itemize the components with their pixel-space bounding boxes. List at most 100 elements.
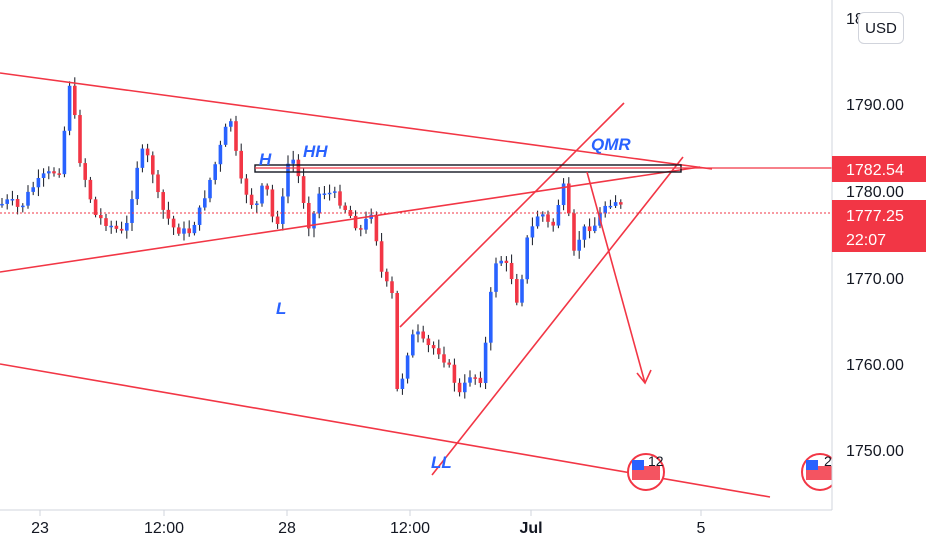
price-tick: 1750.00 xyxy=(846,443,904,460)
rising-channel-lower-line xyxy=(431,156,684,476)
candle-body xyxy=(593,225,597,232)
candle-body xyxy=(0,203,4,206)
candle-body xyxy=(192,224,197,234)
candle-body xyxy=(255,203,259,205)
channel-upper-line xyxy=(0,72,713,170)
candle-body xyxy=(509,262,514,280)
rising-channel-upper-line xyxy=(399,102,625,328)
candle-body xyxy=(405,355,410,379)
price-tick: 1760.00 xyxy=(846,357,904,374)
candle-body xyxy=(197,207,202,225)
candle-body xyxy=(36,178,41,188)
candle-body xyxy=(395,293,399,389)
candle-body xyxy=(78,115,82,164)
candle-body xyxy=(31,187,35,192)
candle-body xyxy=(151,155,155,175)
candle-body xyxy=(5,199,9,204)
annotation-ll: LL xyxy=(431,453,452,472)
event-badge-1-count: 12 xyxy=(648,453,664,469)
resistance-price-tag: 1782.54 xyxy=(832,156,926,182)
candle-body xyxy=(577,239,581,251)
resistance-price-tag-label: 1782.54 xyxy=(846,162,904,179)
candle-body xyxy=(140,148,145,168)
candle-body xyxy=(52,171,56,174)
price-tick: 1790.00 xyxy=(846,97,904,114)
candle-body xyxy=(218,144,223,165)
event-badge-2[interactable]: 2 xyxy=(801,453,839,491)
candle-body xyxy=(166,209,171,219)
candle-body xyxy=(15,199,20,207)
candle-body xyxy=(10,199,15,201)
candle-body xyxy=(21,205,25,208)
candle-body xyxy=(99,215,103,219)
candle-body xyxy=(145,148,150,156)
candle-body xyxy=(494,263,498,292)
event-badge-1[interactable]: 12 xyxy=(627,453,665,491)
candle-body xyxy=(239,150,243,179)
candle-body xyxy=(135,167,139,200)
candle-body xyxy=(249,194,254,205)
candle-body xyxy=(551,221,555,226)
candle-body xyxy=(463,382,467,393)
projection-arrow-line xyxy=(586,171,646,384)
resistance-price-tag-bg xyxy=(832,156,926,182)
candle-body xyxy=(515,279,519,303)
candle-body xyxy=(499,260,503,264)
candle-body xyxy=(587,226,592,232)
annotation-qmr: QMR xyxy=(591,135,631,154)
us-flag-icon-canton xyxy=(632,460,644,470)
candle-body xyxy=(109,225,113,228)
candle-body xyxy=(93,199,98,216)
candle-body xyxy=(437,348,441,355)
candle-body xyxy=(83,163,87,180)
candle-body xyxy=(244,178,249,195)
price-tick: 1770.00 xyxy=(846,271,904,288)
candle-body xyxy=(203,198,207,208)
candle-body xyxy=(546,214,550,222)
candle-body xyxy=(41,173,46,179)
candle-body xyxy=(468,377,472,383)
candle-body xyxy=(400,378,405,389)
time-tick: 12:00 xyxy=(144,520,184,537)
candle-body xyxy=(57,173,61,175)
candle-body xyxy=(119,228,124,231)
candle-body xyxy=(390,281,394,294)
candle-body xyxy=(603,205,607,214)
candle-body xyxy=(291,159,295,164)
candle-body xyxy=(125,222,129,231)
candle-body xyxy=(385,271,389,282)
candle-body xyxy=(275,216,280,224)
candle-body xyxy=(421,331,425,339)
price-tick: 1780.00 xyxy=(846,184,904,201)
projection-arrow-head xyxy=(636,369,652,385)
candle-body xyxy=(343,205,347,211)
candle-body xyxy=(161,192,165,210)
candle-body xyxy=(353,215,358,229)
candle-body xyxy=(333,191,337,193)
candle-body xyxy=(213,164,217,180)
current-price-tag-timer: 22:07 xyxy=(846,232,886,249)
candle-body xyxy=(364,218,368,230)
candle-body xyxy=(572,213,576,251)
candle-body xyxy=(156,174,160,193)
candle-body xyxy=(223,126,228,145)
candle-body xyxy=(286,163,290,197)
current-price-tag: 1777.25 22:07 xyxy=(832,200,926,252)
candle-body xyxy=(582,226,587,240)
candle-body xyxy=(270,189,275,217)
candle-body xyxy=(47,171,51,174)
candle-body xyxy=(182,228,186,234)
candle-body xyxy=(478,377,483,384)
trendlines-layer xyxy=(0,72,832,498)
candle-body xyxy=(327,192,332,195)
currency-button[interactable]: USD xyxy=(858,12,904,44)
current-price-tag-bg xyxy=(832,200,926,252)
wedge-lower-line xyxy=(0,166,701,273)
time-tick: 23 xyxy=(31,520,49,537)
candle-body xyxy=(535,216,540,227)
annotation-l: L xyxy=(276,299,286,318)
candle-body xyxy=(73,85,77,116)
us-flag-icon-canton xyxy=(806,460,818,470)
